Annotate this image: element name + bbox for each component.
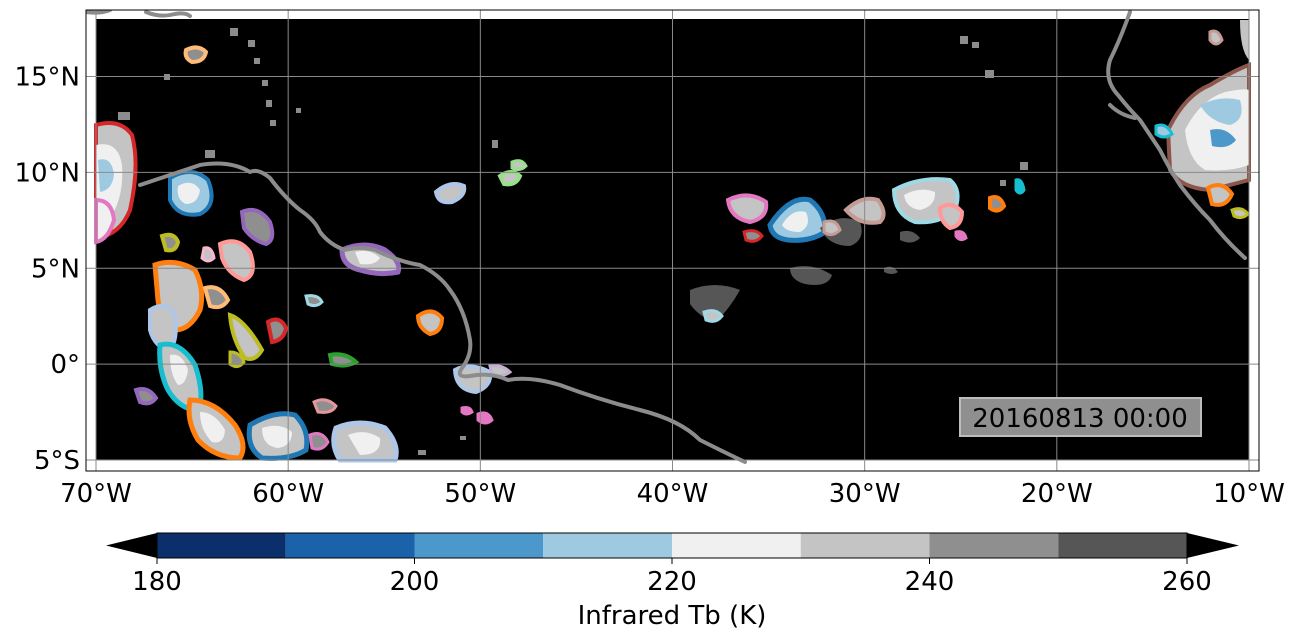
colorbar-bin — [157, 533, 286, 558]
cloud-cluster-orange-small — [183, 45, 209, 65]
colorbar-tick-label: 240 — [905, 567, 955, 597]
colorbar-bins — [157, 533, 1187, 558]
longitude-tick-labels: 70°W 60°W 50°W 40°W 30°W 20°W 10°W — [60, 479, 1285, 509]
gridlines — [86, 10, 1259, 471]
colorbar-bin — [414, 533, 544, 558]
lon-tick-label: 70°W — [60, 479, 132, 509]
timestamp-box: 20160813 00:00 — [959, 397, 1202, 437]
colorbar-ticks: 180 200 220 240 260 — [132, 558, 1212, 597]
colorbar-tick-label: 220 — [647, 567, 697, 597]
colorbar-bin — [672, 533, 801, 558]
lat-tick-label: 0° — [50, 350, 80, 380]
colorbar: 180 200 220 240 260 Infrared Tb (K) — [106, 532, 1239, 631]
lat-tick-label: 5°N — [31, 254, 80, 284]
colorbar-bin — [543, 533, 672, 558]
colorbar-tick-label: 200 — [390, 567, 440, 597]
map-content — [86, 10, 1259, 471]
lon-tick-label: 60°W — [252, 479, 324, 509]
colorbar-over-extension — [1187, 533, 1239, 558]
colorbar-bin — [800, 533, 930, 558]
coastlines — [86, 10, 1247, 464]
lat-tick-label: 5°S — [34, 446, 80, 476]
lat-tick-label: 10°N — [14, 158, 80, 188]
timestamp-label: 20160813 00:00 — [972, 404, 1188, 434]
lon-tick-label: 40°W — [637, 479, 709, 509]
map-frame — [85, 9, 1260, 472]
colorbar-tick-label: 260 — [1162, 567, 1212, 597]
cloud-cluster-small-group — [133, 232, 289, 406]
colorbar-label: Infrared Tb (K) — [578, 601, 767, 631]
cloud-cluster-60w-10n — [168, 170, 214, 217]
lon-tick-label: 20°W — [1021, 479, 1093, 509]
colorbar-bin — [1058, 533, 1187, 558]
lat-tick-label: 15°N — [14, 63, 80, 93]
cloud-cluster-west-coast — [94, 121, 138, 245]
cloud-cluster-south-blue — [246, 398, 399, 463]
colorbar-under-extension — [106, 533, 157, 558]
cloud-cluster-purple-small — [239, 208, 275, 247]
lon-tick-label: 30°W — [829, 479, 901, 509]
lon-tick-label: 50°W — [444, 479, 516, 509]
latitude-tick-labels: 15°N 10°N 5°N 0° 5°S — [14, 63, 80, 476]
lon-tick-label: 10°W — [1213, 479, 1285, 509]
colorbar-tick-label: 180 — [132, 567, 182, 597]
colorbar-bin — [285, 533, 415, 558]
cloud-cluster-atlantic-north — [433, 159, 528, 205]
map-panel: 20160813 00:00 70°W 60°W 50°W 40°W 30°W 20°W 1… — [14, 9, 1285, 509]
colorbar-bin — [929, 533, 1059, 558]
cloud-cluster-south-america-chain — [148, 259, 246, 461]
